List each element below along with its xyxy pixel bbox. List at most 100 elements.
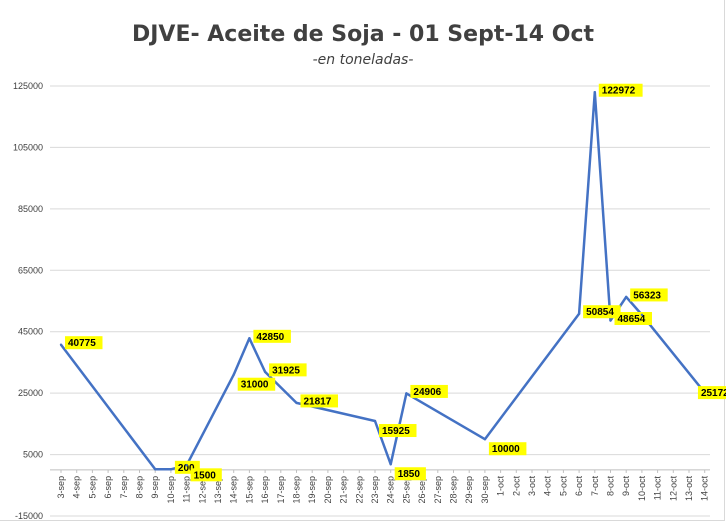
x-tick-label: 29-sep (464, 476, 474, 504)
data-label-box (65, 336, 103, 350)
data-label-box (237, 377, 276, 391)
x-tick-label: 19-sep (307, 476, 317, 504)
x-tick-label: 18-sep (292, 476, 302, 504)
y-tick-label: 45000 (18, 327, 43, 337)
x-tick-label: 5-sep (87, 476, 97, 499)
data-label-box (269, 363, 307, 377)
x-tick-label: 6-oct (574, 475, 584, 496)
y-tick-label: 125000 (13, 81, 43, 91)
y-tick-label: 105000 (13, 142, 43, 152)
data-point (154, 468, 157, 471)
x-tick-label: 1-oct (496, 475, 506, 496)
data-label-box (598, 83, 643, 97)
x-tick-label: 15-sep (244, 476, 254, 504)
y-tick-label: 85000 (18, 204, 43, 214)
data-label: 48654 (618, 314, 646, 325)
y-tick-label: 5000 (23, 450, 43, 460)
data-point (389, 463, 392, 466)
data-label: 122972 (602, 86, 636, 97)
x-tick-label: 8-sep (135, 476, 145, 499)
data-label-box (697, 386, 726, 400)
x-tick-label: 26-sep (417, 476, 427, 504)
data-label: 200 (178, 463, 195, 474)
data-point (59, 343, 63, 346)
x-tick-label: 12-oct (668, 475, 678, 501)
data-label-box (379, 424, 417, 438)
x-tick-label: 21-sep (339, 476, 349, 504)
data-point (640, 313, 644, 317)
data-point (232, 373, 235, 376)
data-label-box (253, 329, 291, 343)
data-point (609, 319, 612, 322)
x-tick-label: 25-sep (401, 476, 411, 504)
data-label-box (190, 468, 222, 482)
data-label-box (300, 394, 338, 408)
data-point (373, 419, 377, 423)
x-tick-label: 28-sep (449, 476, 459, 504)
x-tick-label: 14-oct (700, 475, 710, 501)
x-tick-label: 12-sep (197, 476, 207, 504)
x-tick-label: 27-sep (433, 476, 443, 504)
x-tick-label: 11-sep (182, 476, 192, 503)
y-tick-label: 25000 (18, 388, 43, 398)
x-tick-label: 14-sep (229, 476, 239, 504)
x-tick-label: 6-sep (103, 476, 113, 499)
data-point (483, 438, 487, 441)
x-tick-label: 16-sep (260, 476, 270, 504)
data-label: 1850 (398, 469, 421, 480)
data-label-box (488, 442, 527, 456)
x-tick-label: 7-sep (119, 476, 129, 499)
data-label: 56323 (633, 290, 661, 301)
x-tick-label: 23-sep (370, 476, 380, 504)
x-tick-label: 13-sep (213, 476, 223, 504)
x-tick-label: 7-oct (590, 475, 600, 496)
data-point (295, 401, 298, 405)
chart-subtitle: -en toneladas- (312, 52, 414, 68)
data-label: 42850 (256, 332, 284, 343)
data-label: 24906 (413, 387, 441, 398)
x-tick-label: 4-oct (543, 475, 553, 496)
data-label-box (630, 288, 668, 302)
x-tick-label: 20-sep (323, 476, 333, 504)
x-tick-label: 10-oct (637, 475, 647, 501)
data-label: 10000 (492, 444, 520, 455)
data-point (169, 468, 173, 471)
data-point (185, 464, 188, 467)
x-tick-label: 13-oct (684, 475, 694, 501)
data-label-box (583, 305, 621, 319)
x-tick-label: 10-sep (166, 476, 176, 504)
data-point (405, 392, 408, 395)
x-tick-label: 9-sep (150, 476, 160, 499)
data-label: 21817 (304, 396, 332, 407)
data-point (577, 312, 581, 315)
x-tick-label: 9-oct (621, 475, 631, 496)
x-tick-label: 24-sep (386, 476, 396, 504)
x-tick-label: 17-sep (276, 476, 286, 504)
data-label: 40775 (68, 338, 96, 349)
data-label: 50854 (586, 307, 614, 318)
data-label: 31925 (272, 365, 300, 376)
x-tick-label: 8-oct (606, 475, 616, 496)
data-label: 31000 (241, 380, 269, 391)
series-line (60, 90, 706, 471)
x-tick-label: 4-sep (72, 476, 82, 499)
data-point (263, 370, 267, 374)
data-label: 1500 (194, 470, 217, 481)
x-tick-label: 3-oct (527, 475, 537, 496)
x-tick-label: 22-sep (354, 476, 364, 504)
data-label: 25172 (701, 388, 726, 399)
data-point (248, 337, 251, 340)
x-tick-label: 11-oct (653, 475, 663, 500)
x-tick-label: 5-oct (558, 475, 568, 496)
x-tick-label: 2-oct (511, 475, 521, 496)
data-label-box (394, 467, 426, 481)
data-point (593, 91, 596, 94)
y-tick-label: 65000 (18, 265, 43, 275)
x-tick-label: 30-sep (480, 476, 490, 504)
y-tick-label: -15000 (15, 511, 43, 521)
data-label-box (410, 384, 448, 398)
x-tick-label: 3-sep (56, 476, 66, 499)
chart-title: DJVE- Aceite de Soja - 01 Sept-14 Oct (131, 22, 594, 47)
